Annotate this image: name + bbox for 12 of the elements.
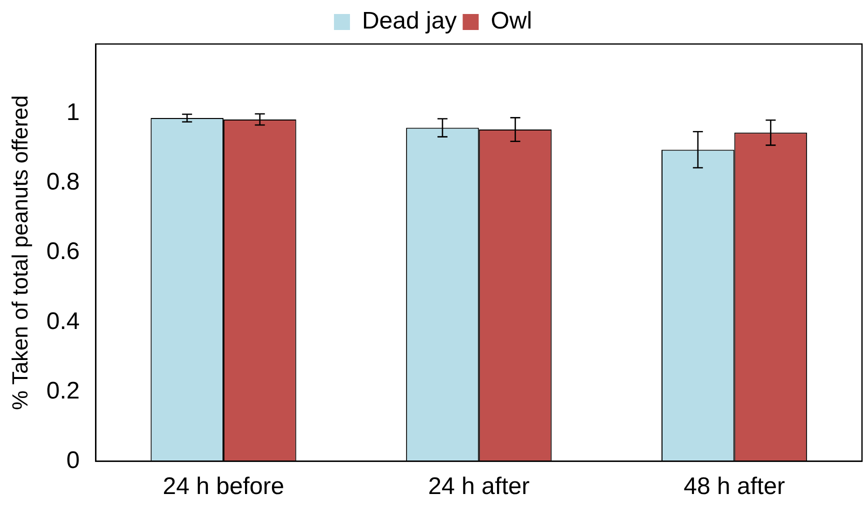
x-tick-label: 24 h before: [162, 473, 284, 500]
y-tick-label: 0.6: [46, 238, 80, 266]
y-axis-title: % Taken of total peanuts offered: [7, 95, 32, 410]
y-tick-label: 0.8: [46, 168, 80, 196]
x-tick-label: 48 h after: [684, 473, 785, 500]
y-tick-label: 1: [66, 99, 80, 126]
x-tick-label: 24 h after: [428, 473, 530, 500]
y-tick-label: 0: [66, 446, 80, 474]
y-tick-label: 0.2: [46, 377, 80, 404]
y-tick-label: 0.4: [46, 308, 80, 335]
legend-label: Owl: [490, 8, 532, 35]
legend-label: Dead jay: [362, 8, 457, 35]
